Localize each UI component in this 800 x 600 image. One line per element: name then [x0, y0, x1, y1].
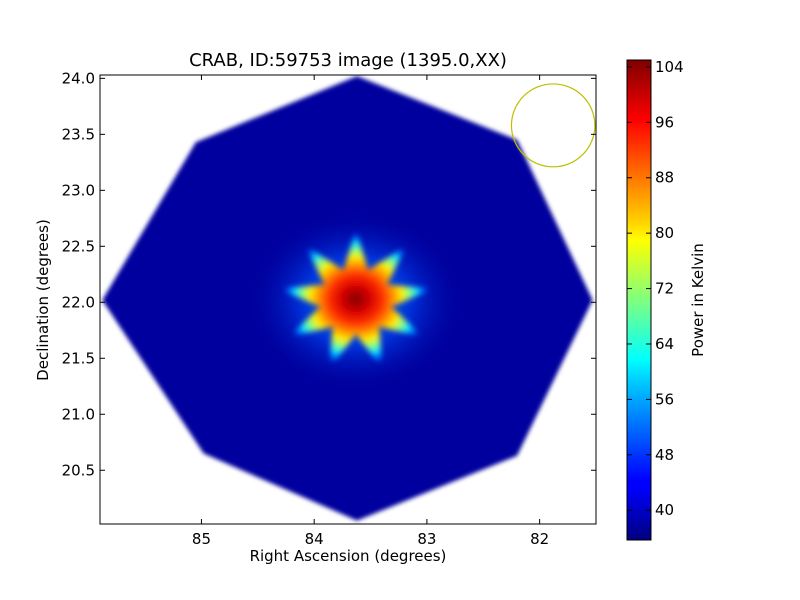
- y-tick-label: 20.5: [62, 461, 95, 479]
- colorbar-tick-label: 104: [655, 58, 684, 76]
- colorbar-tick-label: 64: [655, 335, 674, 353]
- y-tick-label: 22.5: [62, 237, 95, 255]
- beam-circle: [510, 83, 596, 168]
- chart-title: CRAB, ID:59753 image (1395.0,XX): [189, 50, 507, 71]
- x-tick-label: 82: [530, 530, 549, 548]
- source-emission: [279, 229, 433, 369]
- plot-area: [102, 76, 596, 521]
- colorbar-tick-label: 40: [655, 501, 674, 519]
- y-axis-label: Declination (degrees): [34, 219, 52, 381]
- y-tick-label: 21.0: [62, 405, 95, 423]
- y-tick-label: 23.0: [62, 181, 95, 199]
- colorbar: [626, 59, 652, 541]
- x-tick-label: 83: [417, 530, 436, 548]
- x-tick-label: 85: [192, 530, 211, 548]
- y-tick-label: 23.5: [62, 125, 95, 143]
- y-axis-ticks: 20.5 21.0 21.5 22.0 22.5 23.0 23.5 24.0: [62, 69, 596, 479]
- colorbar-label: Power in Kelvin: [689, 243, 707, 357]
- y-tick-label: 21.5: [62, 349, 95, 367]
- colorbar-tick-label: 80: [655, 224, 674, 242]
- x-axis-label: Right Ascension (degrees): [250, 547, 447, 565]
- colorbar-tick-label: 96: [655, 113, 674, 131]
- colorbar-tick-label: 48: [655, 446, 674, 464]
- colorbar-ticks: 40 48 56 64 72 80 88 96 104: [627, 58, 684, 519]
- x-tick-label: 84: [305, 530, 324, 548]
- colorbar-tick-label: 56: [655, 390, 674, 408]
- y-tick-label: 22.0: [62, 293, 95, 311]
- y-tick-label: 24.0: [62, 69, 95, 87]
- plot-frame: [99, 74, 597, 525]
- colorbar-tick-label: 88: [655, 169, 674, 187]
- colorbar-tick-label: 72: [655, 280, 674, 298]
- x-axis-ticks: 85 84 83 82: [192, 75, 549, 548]
